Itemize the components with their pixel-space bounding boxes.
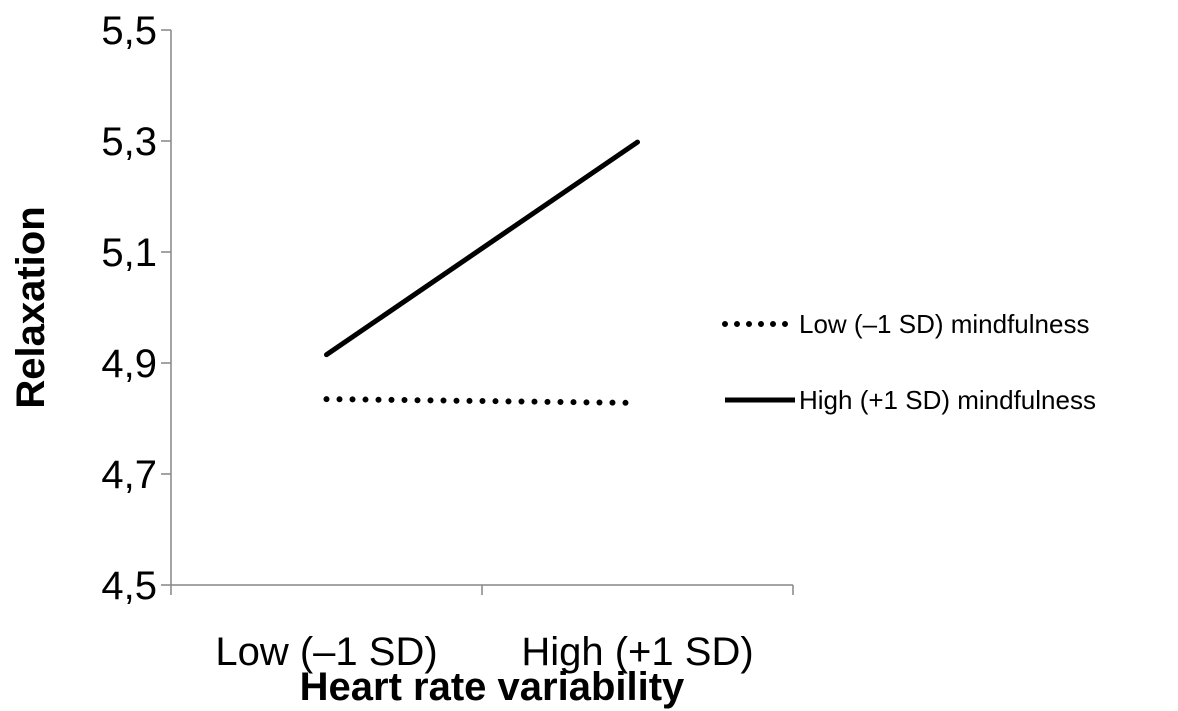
y-tick-label: 4,9 (101, 342, 157, 386)
y-tick-label: 4,5 (101, 564, 157, 608)
axes: 4,5 4,7 4,9 5,1 5,3 5,5 Low (–1 SD) High (+1 S… (101, 9, 794, 674)
x-tick-label: High (+1 SD) (521, 630, 753, 674)
y-tick-label: 5,5 (101, 9, 157, 53)
legend-label: High (+1 SD) mindfulness (799, 385, 1096, 415)
legend-label: Low (–1 SD) mindfulness (799, 309, 1089, 339)
x-axis-title: Heart rate variability (300, 665, 685, 709)
series-line-high-mindfulness (324, 139, 640, 358)
y-tick-label: 5,3 (101, 120, 157, 164)
y-axis-title: Relaxation (9, 206, 53, 408)
legend: Low (–1 SD) mindfulness High (+1 SD) mind… (722, 309, 1096, 415)
y-axis-ticks: 4,5 4,7 4,9 5,1 5,3 5,5 (101, 9, 171, 608)
series-line-low-mindfulness (323, 396, 641, 406)
y-tick-label: 5,1 (101, 231, 157, 275)
data-series (323, 139, 641, 406)
x-tick-label: Low (–1 SD) (215, 630, 437, 674)
y-tick-label: 4,7 (101, 453, 157, 497)
x-axis-ticks: Low (–1 SD) High (+1 SD) (170, 585, 794, 674)
